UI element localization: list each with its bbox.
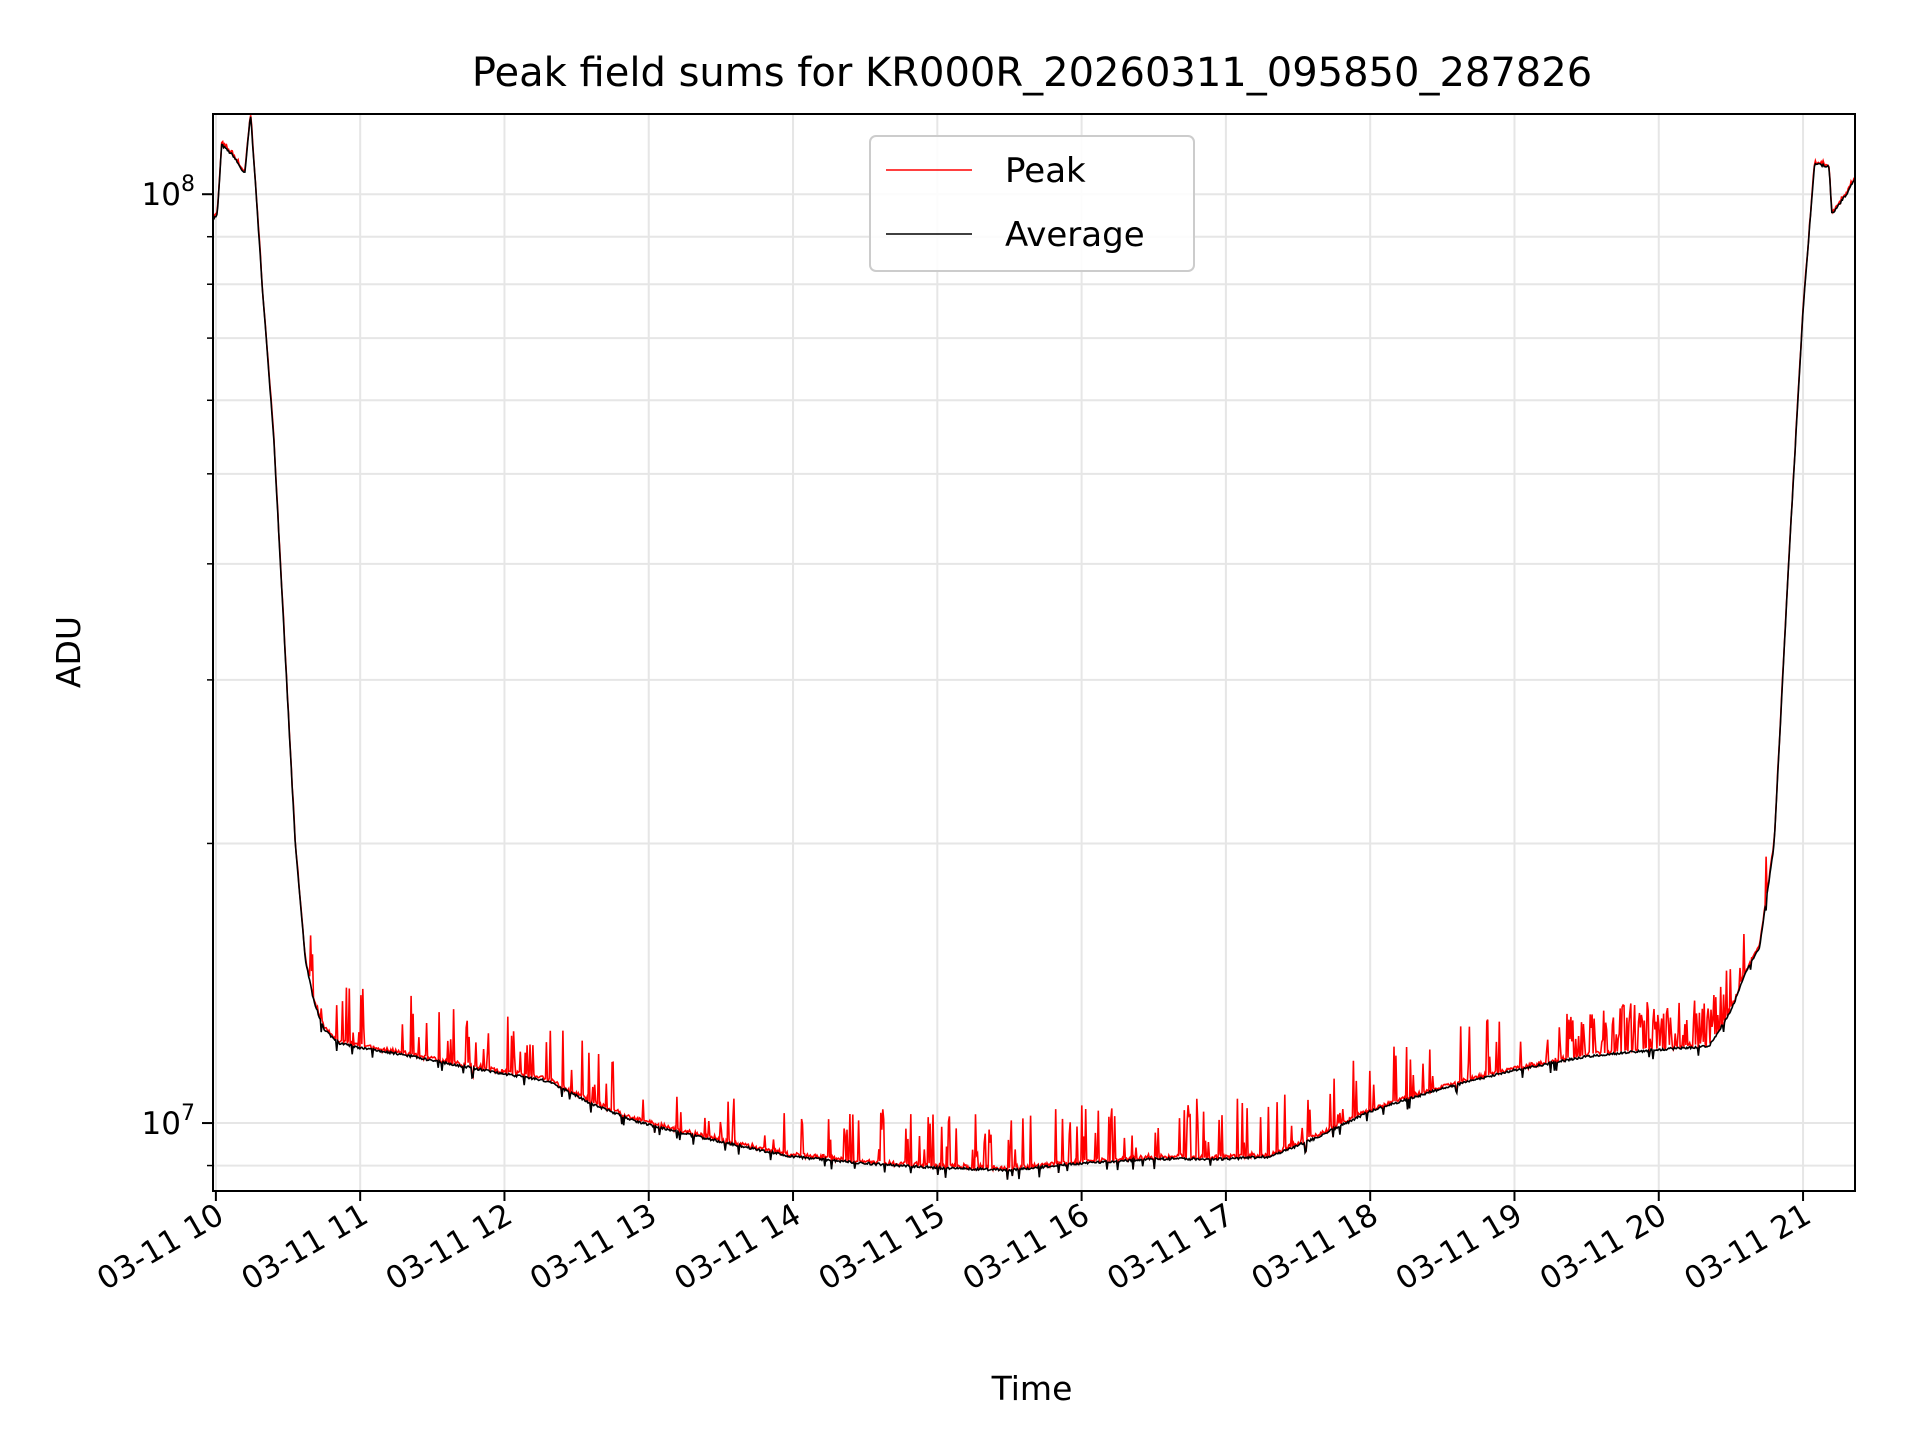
x-axis-label: Time xyxy=(991,1369,1073,1408)
legend-label-average: Average xyxy=(1005,215,1145,255)
y-tick-label: 108 xyxy=(142,172,195,213)
chart-title: Peak field sums for KR000R_20260311_0958… xyxy=(472,50,1592,96)
series-average-line xyxy=(212,116,1856,1180)
legend-label-peak: Peak xyxy=(1005,151,1086,191)
y-axis: 107 108 xyxy=(142,172,213,1167)
series-layer xyxy=(212,115,1856,1180)
y-tick-label: 107 xyxy=(142,1101,195,1142)
plot-frame xyxy=(212,113,1856,1192)
grid xyxy=(213,114,1855,1191)
y-axis-label: ADU xyxy=(49,616,88,688)
legend: Peak Average xyxy=(869,135,1195,272)
series-peak-line xyxy=(212,115,1856,1180)
